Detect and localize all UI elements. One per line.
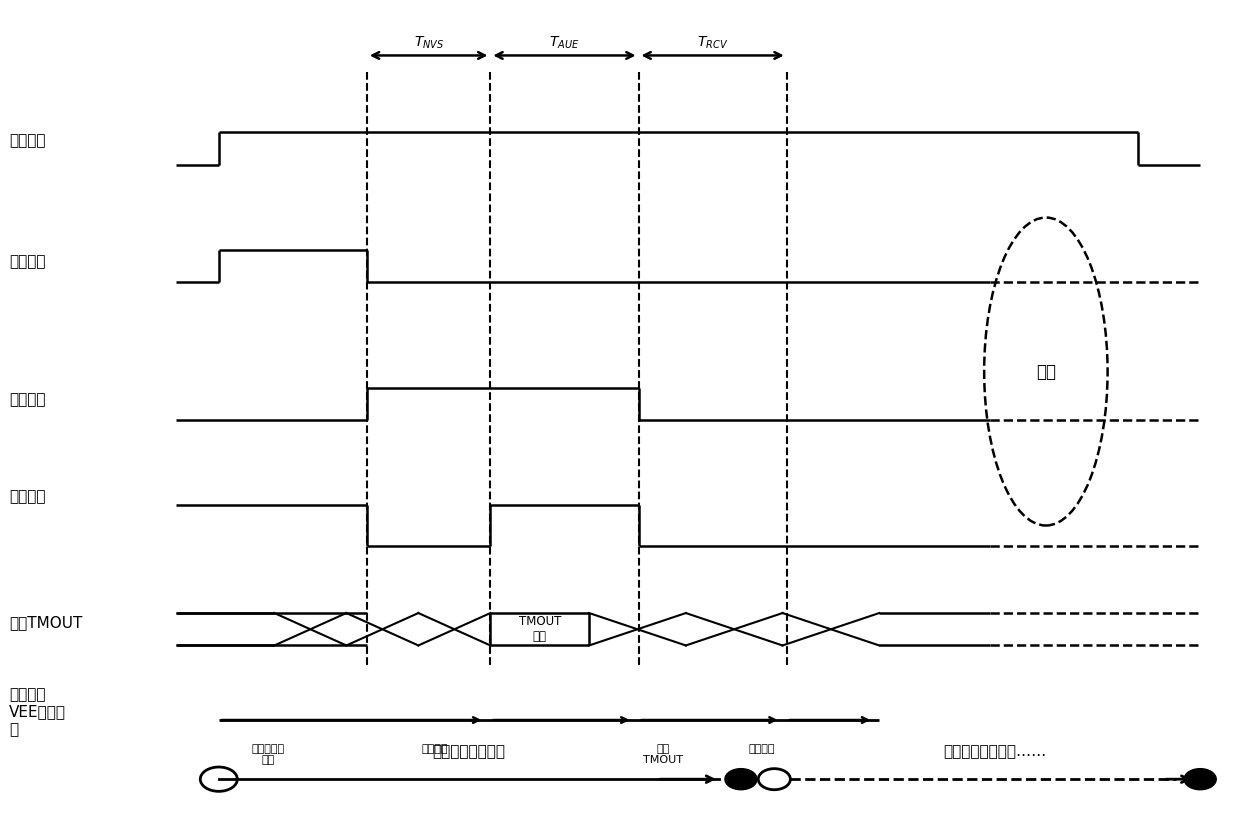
Text: 获取
TMOUT: 获取 TMOUT xyxy=(644,743,683,765)
Text: 循环: 循环 xyxy=(1035,362,1056,380)
Text: 网络信号: 网络信号 xyxy=(9,490,46,504)
Text: TMOUT
有效: TMOUT 有效 xyxy=(518,615,560,643)
Text: 设置配置寄
存器: 设置配置寄 存器 xyxy=(252,743,285,765)
Text: 配置信号: 配置信号 xyxy=(9,255,46,269)
Text: $T_{AUE}$: $T_{AUE}$ xyxy=(549,35,579,51)
Text: 擦除开始: 擦除开始 xyxy=(422,743,448,753)
Text: 信号TMOUT: 信号TMOUT xyxy=(9,615,82,630)
Circle shape xyxy=(725,769,758,790)
Text: 第一自动微调循环: 第一自动微调循环 xyxy=(433,744,505,759)
Text: 擦除信号: 擦除信号 xyxy=(9,392,46,407)
Text: 使能信号: 使能信号 xyxy=(9,133,46,148)
Text: $T_{RCV}$: $T_{RCV}$ xyxy=(697,35,728,51)
Text: $T_{NVS}$: $T_{NVS}$ xyxy=(413,35,444,51)
Circle shape xyxy=(1184,769,1216,790)
Text: 擦除结束: 擦除结束 xyxy=(749,743,775,753)
Text: 其他自动微调循环……: 其他自动微调循环…… xyxy=(944,744,1047,759)
Text: 擦除电压
VEE自动微
调: 擦除电压 VEE自动微 调 xyxy=(9,687,66,737)
